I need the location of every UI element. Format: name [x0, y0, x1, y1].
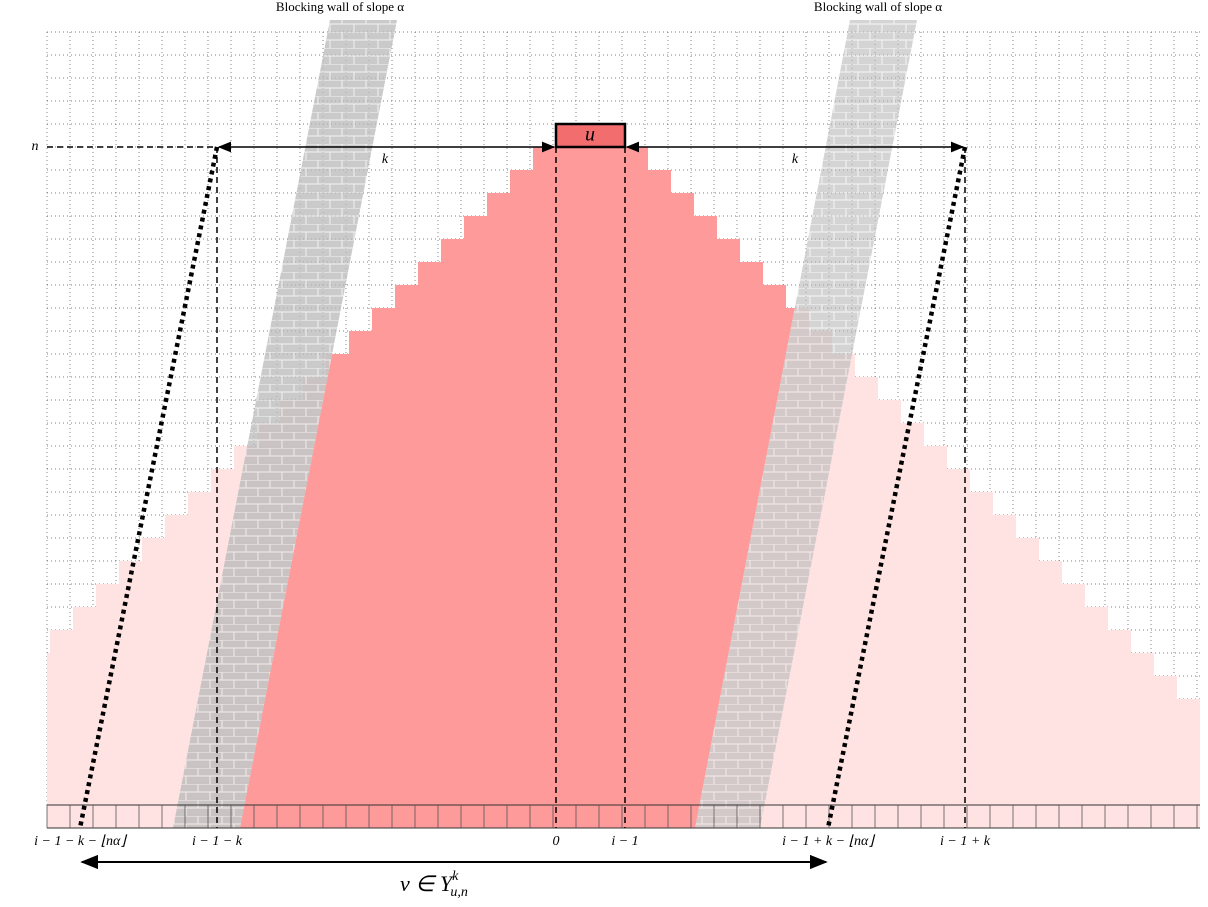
page: u Blocking wall of slope α Blocking wall… — [0, 0, 1208, 907]
wall-title: Blocking wall of slope α — [276, 0, 404, 14]
distance-label: k — [382, 152, 389, 167]
row-label: n — [32, 139, 39, 154]
diagram: u Blocking wall of slope α Blocking wall… — [0, 0, 1208, 907]
set-sub: u,n — [450, 885, 468, 900]
x-label: i − 1 + k — [940, 834, 991, 849]
node-label: u — [585, 124, 595, 146]
distance-label: k — [792, 152, 799, 167]
x-label: i − 1 − k − ⌊nα⌋ — [34, 834, 127, 849]
wall-title: Blocking wall of slope α — [814, 0, 942, 14]
x-label: i − 1 + k − ⌊nα⌋ — [782, 834, 875, 849]
x-label: 0 — [553, 834, 560, 849]
x-label: i − 1 — [611, 834, 638, 849]
x-label: i − 1 − k — [192, 834, 243, 849]
set-base: v ∈ Y — [400, 871, 455, 896]
set-sup: k — [452, 869, 459, 884]
